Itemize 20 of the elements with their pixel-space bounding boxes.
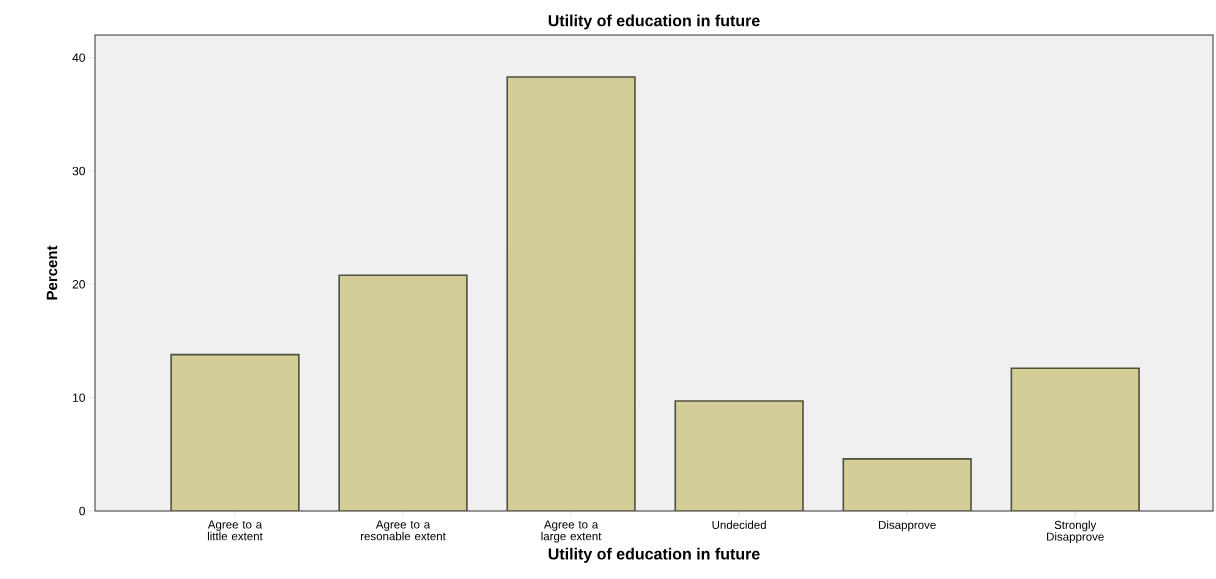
bar	[338, 274, 468, 511]
bar	[675, 401, 803, 511]
y-tick-label: 30	[72, 166, 85, 176]
bar	[170, 353, 300, 511]
chart-title: Utility of education in future	[548, 14, 760, 30]
y-tick-label: 20	[72, 280, 85, 289]
bar	[1010, 367, 1140, 511]
x-tick-label: Strongly Disapprove	[1047, 520, 1104, 543]
x-tick-label: Disapprove	[879, 520, 936, 532]
x-tick-label: Agree to a little extent	[207, 520, 263, 541]
x-tick-label: Undecided	[712, 520, 766, 529]
y-tick-label: 40	[72, 53, 85, 62]
y-axis-title: Percent	[46, 245, 58, 300]
x-axis-title: Utility of education in future	[548, 547, 760, 563]
y-tick-label: 0	[79, 506, 86, 516]
bar	[506, 76, 636, 511]
x-tick-label: Agree to a large extent	[541, 520, 602, 543]
y-tick-label: 10	[73, 393, 85, 402]
x-tick-label: Agree to a resonable extent	[360, 520, 446, 541]
bar	[842, 458, 972, 511]
